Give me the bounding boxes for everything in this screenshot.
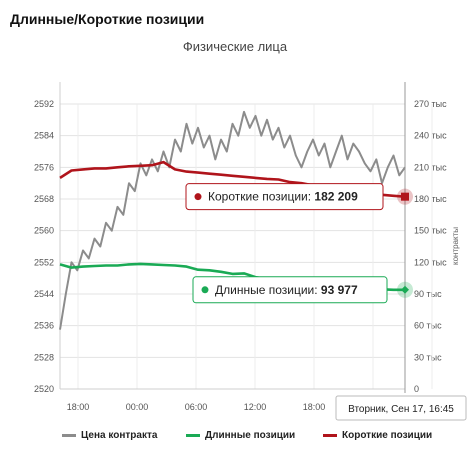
- tooltip-value: 93 977: [321, 283, 358, 297]
- legend-item-price[interactable]: Цена контракта: [62, 430, 157, 441]
- tooltip-box: [192, 276, 388, 304]
- y-right-tick-label: 90 тыс: [414, 289, 442, 299]
- legend-item-long[interactable]: Длинные позиции: [186, 430, 295, 441]
- tooltip-dot: [201, 286, 209, 294]
- legend-label-short: Короткие позиции: [342, 430, 433, 441]
- legend-label-price: Цена контракта: [81, 430, 158, 441]
- y-right-tick-label: 210 тыс: [414, 162, 447, 172]
- y-left-tick-label: 2528: [34, 352, 54, 362]
- long-marker: [401, 285, 409, 294]
- legend-item-short[interactable]: Короткие позиции: [323, 430, 432, 441]
- chart[interactable]: Физические лица 2520 2528 2536 2544 2552 2560 2…: [0, 0, 471, 430]
- crosshair-label-box: [335, 395, 467, 421]
- x-tick-label: 06:00: [185, 402, 208, 412]
- legend-label-long: Длинные позиции: [205, 430, 296, 441]
- y-right-tick-label: 180 тыс: [414, 194, 447, 204]
- y-left-tick-label: 2568: [34, 194, 54, 204]
- y-right-tick-label: 30 тыс: [414, 352, 442, 362]
- y-left-tick-label: 2544: [34, 289, 54, 299]
- y-right-tick-label: 60 тыс: [414, 321, 442, 331]
- tooltip-long: Длинные позиции: 93 977: [192, 276, 388, 304]
- page-title: Длинные/Короткие позиции: [10, 11, 205, 27]
- legend-swatch-long: [186, 433, 200, 437]
- y-right-tick-label: 150 тыс: [414, 226, 447, 236]
- tooltip-text: Длинные позиции: 93 977: [215, 283, 358, 297]
- x-tick-label: 18:00: [67, 402, 90, 412]
- tooltip-box: [185, 183, 384, 211]
- y-left-tick-label: 2560: [34, 226, 54, 236]
- x-tick-label: 18:00: [303, 402, 326, 412]
- legend-swatch-short: [323, 433, 337, 437]
- y-left-tick-label: 2520: [34, 384, 54, 394]
- x-tick-label: 12:00: [244, 402, 267, 412]
- y-left-tick-label: 2576: [34, 162, 54, 172]
- tooltip-short: Короткие позиции: 182 209: [185, 183, 384, 211]
- tooltip-text: Короткие позиции: 182 209: [208, 190, 358, 204]
- legend-swatch-price: [62, 433, 76, 437]
- chart-title: Физические лица: [183, 39, 288, 54]
- tooltip-value: 182 209: [314, 190, 358, 204]
- y-left-tick-label: 2552: [34, 257, 54, 267]
- tooltip-label: Короткие позиции:: [208, 190, 314, 204]
- tooltip-label: Длинные позиции:: [215, 283, 321, 297]
- legend: Цена контракта Длинные позиции Короткие …: [0, 430, 471, 448]
- short-marker: [401, 192, 409, 201]
- y-right-tick-label: 270 тыс: [414, 99, 447, 109]
- series-line-price: [59, 110, 406, 330]
- y-right-axis-label: контракты: [451, 227, 460, 265]
- x-tick-label: 00:00: [126, 402, 149, 412]
- y-right-tick-label: 240 тыс: [414, 131, 447, 141]
- y-left-tick-label: 2592: [34, 99, 54, 109]
- y-left-tick-label: 2536: [34, 321, 54, 331]
- y-right-tick-label: 0: [414, 384, 419, 394]
- y-left-tick-label: 2584: [34, 131, 54, 141]
- y-right-tick-label: 120 тыс: [414, 257, 447, 267]
- tooltip-dot: [194, 193, 202, 201]
- crosshair-label: Вторник, Сен 17, 16:45: [348, 404, 454, 415]
